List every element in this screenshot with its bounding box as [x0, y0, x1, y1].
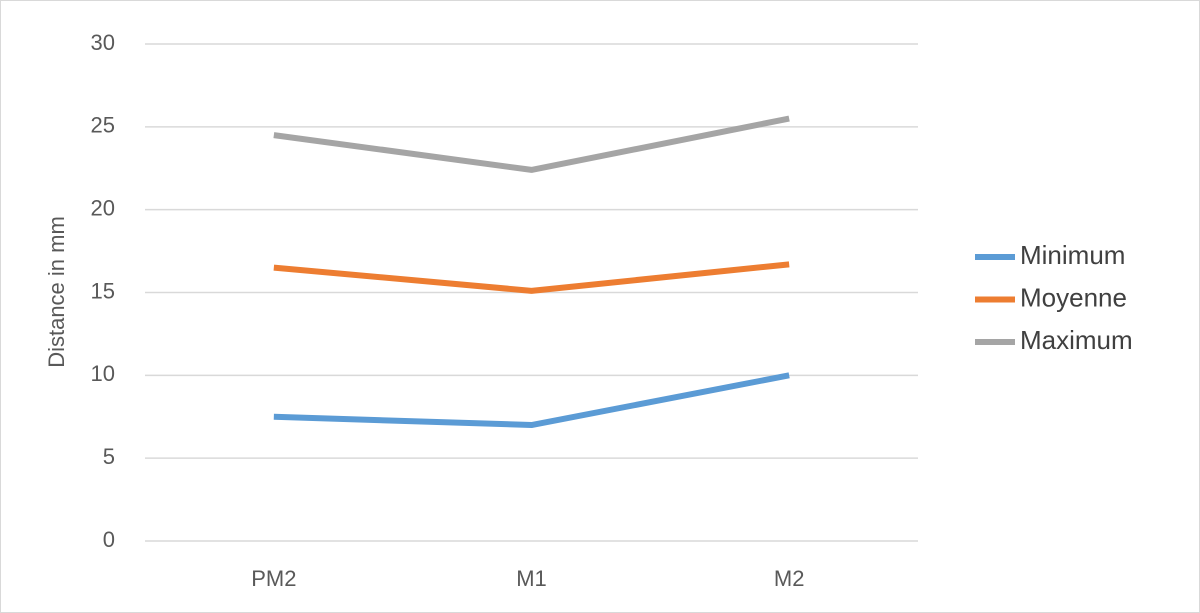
legend-label: Minimum — [1020, 240, 1125, 270]
x-tick-label: M2 — [774, 566, 805, 591]
y-tick-label: 20 — [91, 195, 115, 220]
y-tick-label: 15 — [91, 278, 115, 303]
y-tick-label: 0 — [103, 527, 115, 552]
x-tick-label: PM2 — [251, 566, 296, 591]
series-line — [273, 261, 790, 294]
y-tick-label: 5 — [103, 444, 115, 469]
y-tick-label: 10 — [91, 361, 115, 386]
y-tick-label: 30 — [91, 30, 115, 55]
y-tick-label: 25 — [91, 113, 115, 138]
legend-label: Moyenne — [1020, 282, 1127, 312]
y-axis-label: Distance in mm — [44, 216, 69, 368]
legend-label: Maximum — [1020, 325, 1133, 355]
series-line — [273, 372, 790, 429]
series-line — [273, 115, 790, 173]
x-tick-label: M1 — [516, 566, 547, 591]
